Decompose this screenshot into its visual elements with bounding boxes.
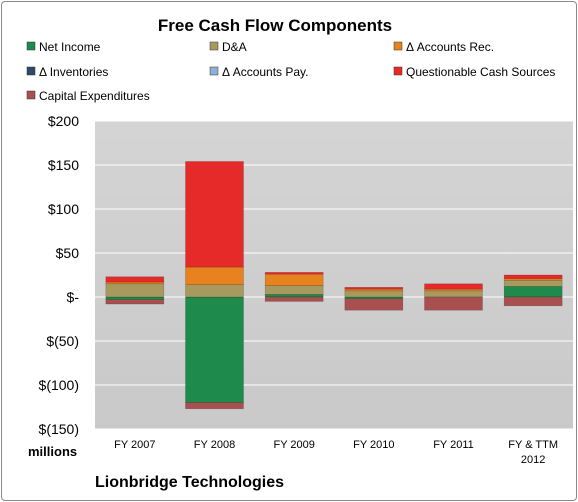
bar-questionable-cash-sources-fy-2007 — [105, 276, 165, 283]
x-tick-label: FY 2010 — [353, 439, 394, 451]
x-tick-label: FY 2007 — [114, 439, 155, 451]
bar-d-a-fy-2010 — [344, 290, 404, 298]
x-tick-label: FY 2008 — [194, 439, 235, 451]
bar-questionable-cash-sources-fy-2009 — [264, 272, 324, 275]
company-name: Lionbridge Technologies — [95, 474, 284, 491]
bar-accounts-rec-fy-2009 — [264, 273, 324, 286]
x-axis-ticks: FY 2007 FY 2008 FY 2009 FY 2010 FY 2011 FY & … — [114, 439, 558, 466]
gridlines — [95, 120, 573, 430]
bar-capital-expenditures-fy-2010 — [344, 298, 404, 311]
bar-questionable-cash-sources-fy-ttm-2012 — [503, 274, 563, 279]
y-tick-label: $100 — [48, 201, 79, 217]
bar-net-income-fy-2007 — [105, 296, 165, 300]
bar-capital-expenditures-fy-2007 — [105, 299, 165, 305]
bar-capital-expenditures-fy-2009 — [264, 296, 324, 302]
y-axis-ticks: $200 $150 $100 $50 $- $(50) $(100) $(150) — [39, 113, 80, 437]
legend-swatch-accounts-rec — [393, 41, 403, 51]
plot-area — [95, 121, 573, 429]
x-tick-label: 2012 — [521, 454, 545, 466]
bar-d-a-fy-2007 — [105, 283, 165, 298]
bar-d-a-fy-ttm-2012 — [503, 279, 563, 287]
y-tick-label: $150 — [48, 157, 79, 173]
legend-swatch-net-income — [26, 41, 36, 51]
y-tick-label: $(50) — [46, 333, 79, 349]
bar-capital-expenditures-fy-ttm-2012 — [503, 296, 563, 307]
x-tick-label: FY 2011 — [433, 439, 474, 451]
y-tick-label: $200 — [48, 113, 79, 129]
y-tick-label: $(150) — [39, 421, 79, 437]
bar-d-a-fy-2011 — [424, 290, 483, 298]
bar-d-a-fy-2008 — [185, 284, 244, 298]
bar-net-income-fy-2009 — [264, 294, 324, 298]
x-tick-label: FY 2009 — [273, 439, 314, 451]
bar-net-income-fy-ttm-2012 — [503, 286, 563, 298]
legend-label-inventories: Δ Inventories — [39, 65, 108, 79]
bar-capital-expenditures-fy-2011 — [424, 296, 483, 311]
chart-title: Free Cash Flow Components — [158, 16, 392, 35]
legend-swatch-capital-expenditures — [26, 90, 36, 100]
x-tick-label: FY & TTM — [508, 439, 558, 451]
y-tick-label: $- — [67, 289, 80, 305]
legend-swatch-accounts-pay — [209, 66, 219, 76]
legend-label-d-a: D&A — [222, 40, 247, 54]
unit-label: millions — [28, 444, 77, 459]
legend-swatch-d-a — [209, 41, 219, 51]
legend-swatch-inventories — [26, 66, 36, 76]
legend-label-accounts-pay: Δ Accounts Pay. — [222, 65, 309, 79]
bar-questionable-cash-sources-fy-2008 — [185, 161, 244, 268]
y-tick-label: $(100) — [39, 377, 79, 393]
legend-swatch-questionable-cash-sources — [393, 66, 403, 76]
bar-accounts-rec-fy-2008 — [185, 266, 244, 285]
legend-label-net-income: Net Income — [39, 40, 101, 54]
legend: Net Income D&A Δ Accounts Rec. Δ Inventorie… — [26, 40, 555, 103]
legend-label-questionable-cash-sources: Questionable Cash Sources — [406, 65, 555, 79]
bar-net-income-fy-2008 — [185, 296, 244, 403]
bar-questionable-cash-sources-fy-2010 — [344, 287, 404, 290]
bars — [105, 161, 563, 410]
bar-questionable-cash-sources-fy-2011 — [424, 283, 483, 290]
legend-label-capital-expenditures: Capital Expenditures — [39, 89, 150, 103]
bar-capital-expenditures-fy-2008 — [185, 402, 244, 410]
legend-label-accounts-rec: Δ Accounts Rec. — [406, 40, 494, 54]
y-tick-label: $50 — [56, 245, 80, 261]
bar-d-a-fy-2009 — [264, 285, 324, 295]
